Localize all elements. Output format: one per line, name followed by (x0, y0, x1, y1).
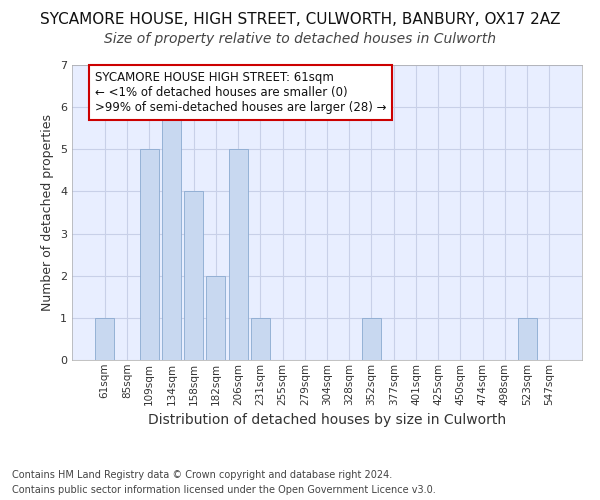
Bar (251, 318, 270, 360)
Bar (162, 107, 181, 360)
Bar (229, 150, 248, 360)
Text: Contains public sector information licensed under the Open Government Licence v3: Contains public sector information licen… (12, 485, 436, 495)
Text: Size of property relative to detached houses in Culworth: Size of property relative to detached ho… (104, 32, 496, 46)
Text: Contains HM Land Registry data © Crown copyright and database right 2024.: Contains HM Land Registry data © Crown c… (12, 470, 392, 480)
Bar (206, 276, 225, 360)
Text: SYCAMORE HOUSE HIGH STREET: 61sqm
← <1% of detached houses are smaller (0)
>99% : SYCAMORE HOUSE HIGH STREET: 61sqm ← <1% … (95, 72, 386, 114)
Bar (518, 318, 536, 360)
Bar (95, 318, 114, 360)
X-axis label: Distribution of detached houses by size in Culworth: Distribution of detached houses by size … (148, 413, 506, 427)
Bar (140, 150, 158, 360)
Bar (184, 192, 203, 360)
Text: SYCAMORE HOUSE, HIGH STREET, CULWORTH, BANBURY, OX17 2AZ: SYCAMORE HOUSE, HIGH STREET, CULWORTH, B… (40, 12, 560, 28)
Y-axis label: Number of detached properties: Number of detached properties (41, 114, 55, 311)
Bar (362, 318, 381, 360)
